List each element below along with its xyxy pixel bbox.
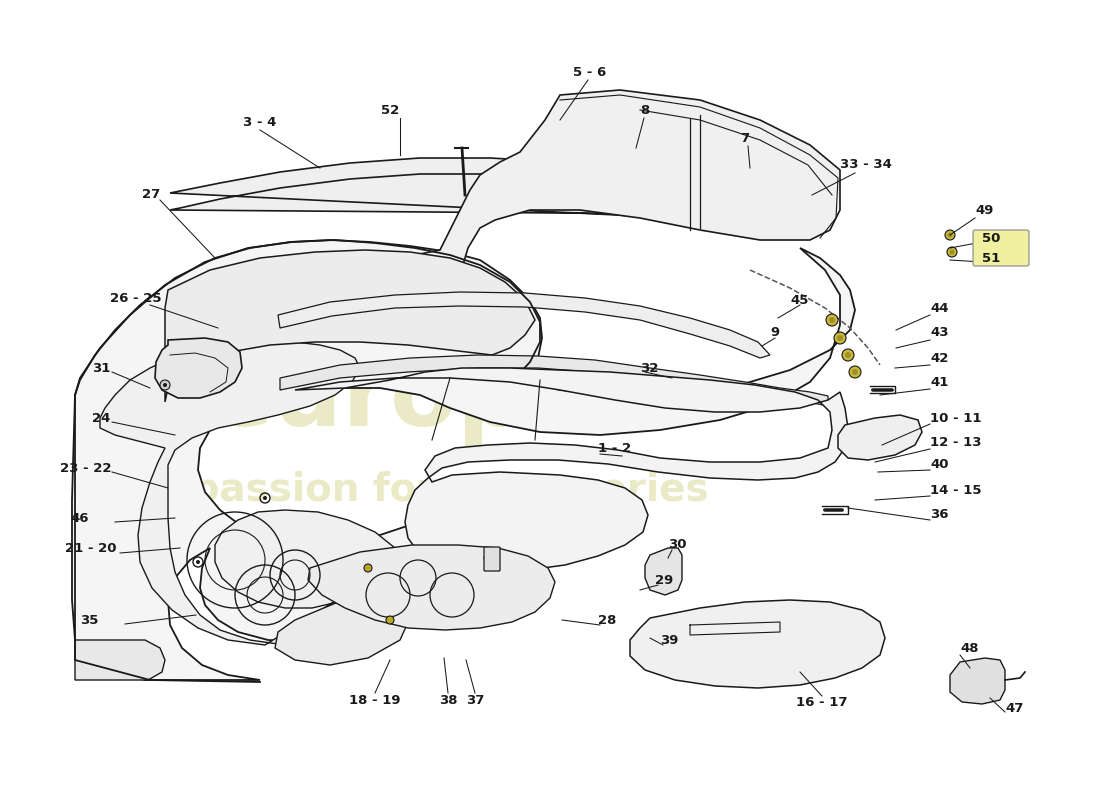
Text: 24: 24 [92,411,110,425]
Circle shape [484,554,492,562]
Polygon shape [280,355,828,406]
Text: 39: 39 [660,634,679,646]
Circle shape [949,250,955,254]
Circle shape [947,233,953,238]
Text: 31: 31 [92,362,110,374]
Circle shape [945,230,955,240]
Text: 45: 45 [790,294,808,306]
Text: 46: 46 [70,511,88,525]
Polygon shape [170,158,820,225]
Circle shape [845,352,851,358]
Text: 29: 29 [654,574,673,586]
Text: 37: 37 [465,694,484,706]
Text: 35: 35 [80,614,98,626]
Text: 7: 7 [740,131,749,145]
Circle shape [834,332,846,344]
Circle shape [849,366,861,378]
Circle shape [386,616,394,624]
Polygon shape [75,640,165,680]
Polygon shape [645,548,682,595]
Circle shape [163,383,167,387]
Text: 10 - 11: 10 - 11 [930,411,981,425]
Polygon shape [295,368,848,572]
Circle shape [842,349,854,361]
Circle shape [852,369,858,375]
Polygon shape [155,338,242,398]
Text: 52: 52 [381,103,399,117]
Text: 23 - 22: 23 - 22 [60,462,111,474]
Text: 1 - 2: 1 - 2 [598,442,631,454]
Text: 3 - 4: 3 - 4 [243,115,277,129]
Polygon shape [100,342,408,645]
Polygon shape [165,250,535,402]
Polygon shape [320,90,840,330]
Text: 26 - 25: 26 - 25 [110,291,162,305]
Text: 38: 38 [439,694,458,706]
Text: a passion for parts series: a passion for parts series [152,471,708,509]
Text: 16 - 17: 16 - 17 [796,697,848,710]
Circle shape [160,380,170,390]
Text: 21 - 20: 21 - 20 [65,542,117,554]
Polygon shape [278,292,770,358]
Polygon shape [275,595,410,665]
Text: 9: 9 [770,326,779,338]
FancyBboxPatch shape [484,547,500,571]
Text: 5 - 6: 5 - 6 [573,66,606,78]
Text: 8: 8 [640,103,650,117]
Text: 41: 41 [930,377,948,390]
Circle shape [196,560,200,564]
Text: 18 - 19: 18 - 19 [350,694,400,706]
Text: 30: 30 [668,538,686,551]
Text: 40: 40 [930,458,948,471]
Text: europes: europes [208,354,651,446]
Text: 27: 27 [142,189,161,202]
FancyBboxPatch shape [974,230,1028,266]
Text: 44: 44 [930,302,948,314]
Circle shape [263,496,267,500]
Polygon shape [838,415,922,460]
Text: 43: 43 [930,326,948,339]
Polygon shape [72,240,855,680]
Circle shape [829,317,835,323]
Text: 33 - 34: 33 - 34 [840,158,892,171]
Circle shape [364,564,372,572]
Text: 51: 51 [982,251,1000,265]
Polygon shape [630,600,886,688]
Circle shape [947,247,957,257]
Text: 14 - 15: 14 - 15 [930,483,981,497]
Text: 48: 48 [960,642,979,654]
Circle shape [826,314,838,326]
Text: 36: 36 [930,509,948,522]
Text: 12 - 13: 12 - 13 [930,437,981,450]
Text: 49: 49 [975,203,993,217]
Text: 42: 42 [930,351,948,365]
Polygon shape [950,658,1005,704]
Text: 50: 50 [982,231,1000,245]
Text: 32: 32 [640,362,659,374]
Text: 28: 28 [598,614,616,626]
Text: 47: 47 [1005,702,1023,714]
Polygon shape [308,545,556,630]
Circle shape [837,335,843,341]
